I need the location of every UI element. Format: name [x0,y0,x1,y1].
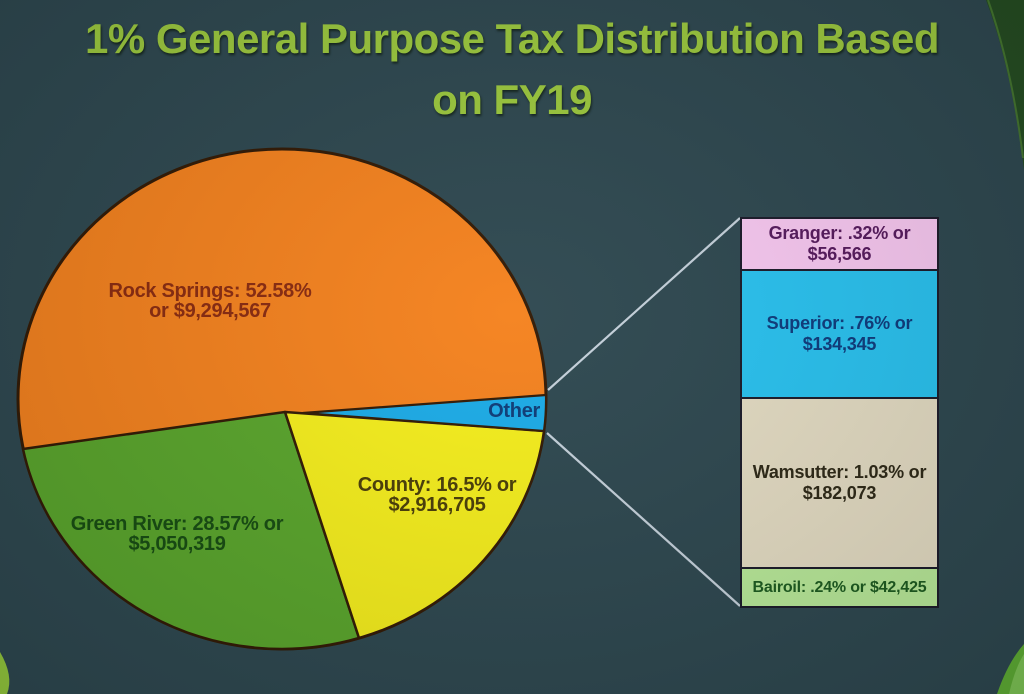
breakout-section-wamsutter: Wamsutter: 1.03% or $182,073 [742,397,937,567]
corner-leaf-top-right [986,0,1024,170]
other-label: Other [488,400,540,422]
corner-leaf-bottom-left [0,652,10,694]
other-breakout-box: Granger: .32% or $56,566 Superior: .76% … [740,217,939,608]
callout-line-top [547,217,741,391]
pie-slice-green-river [21,410,361,651]
rock-springs-label: Rock Springs: 52.58% or $9,294,567 [108,280,312,322]
slide-title: 1% General Purpose Tax Distribution Base… [0,8,1024,130]
pie-slice-other [301,393,548,433]
superior-label: Superior: .76% or $134,345 [766,313,913,354]
corner-leaf-top-right-edge [987,0,1024,159]
breakout-section-superior: Superior: .76% or $134,345 [742,269,937,397]
pie-slice-county [283,410,546,640]
wamsutter-label: Wamsutter: 1.03% or $182,073 [752,462,927,503]
granger-label: Granger: .32% or $56,566 [768,223,911,264]
bairoil-label: Bairoil: .24% or $42,425 [752,579,927,596]
slide-title-line1: 1% General Purpose Tax Distribution Base… [85,15,939,62]
county-label: County: 16.5% or $2,916,705 [357,474,517,516]
corner-leaf-bottom-right-highlight [1009,654,1024,694]
breakout-section-granger: Granger: .32% or $56,566 [742,219,937,269]
breakout-section-bairoil: Bairoil: .24% or $42,425 [742,567,937,606]
slide-title-line2: on FY19 [432,76,592,123]
green-river-label: Green River: 28.57% or $5,050,319 [70,513,284,555]
callout-line-bottom [546,432,741,607]
